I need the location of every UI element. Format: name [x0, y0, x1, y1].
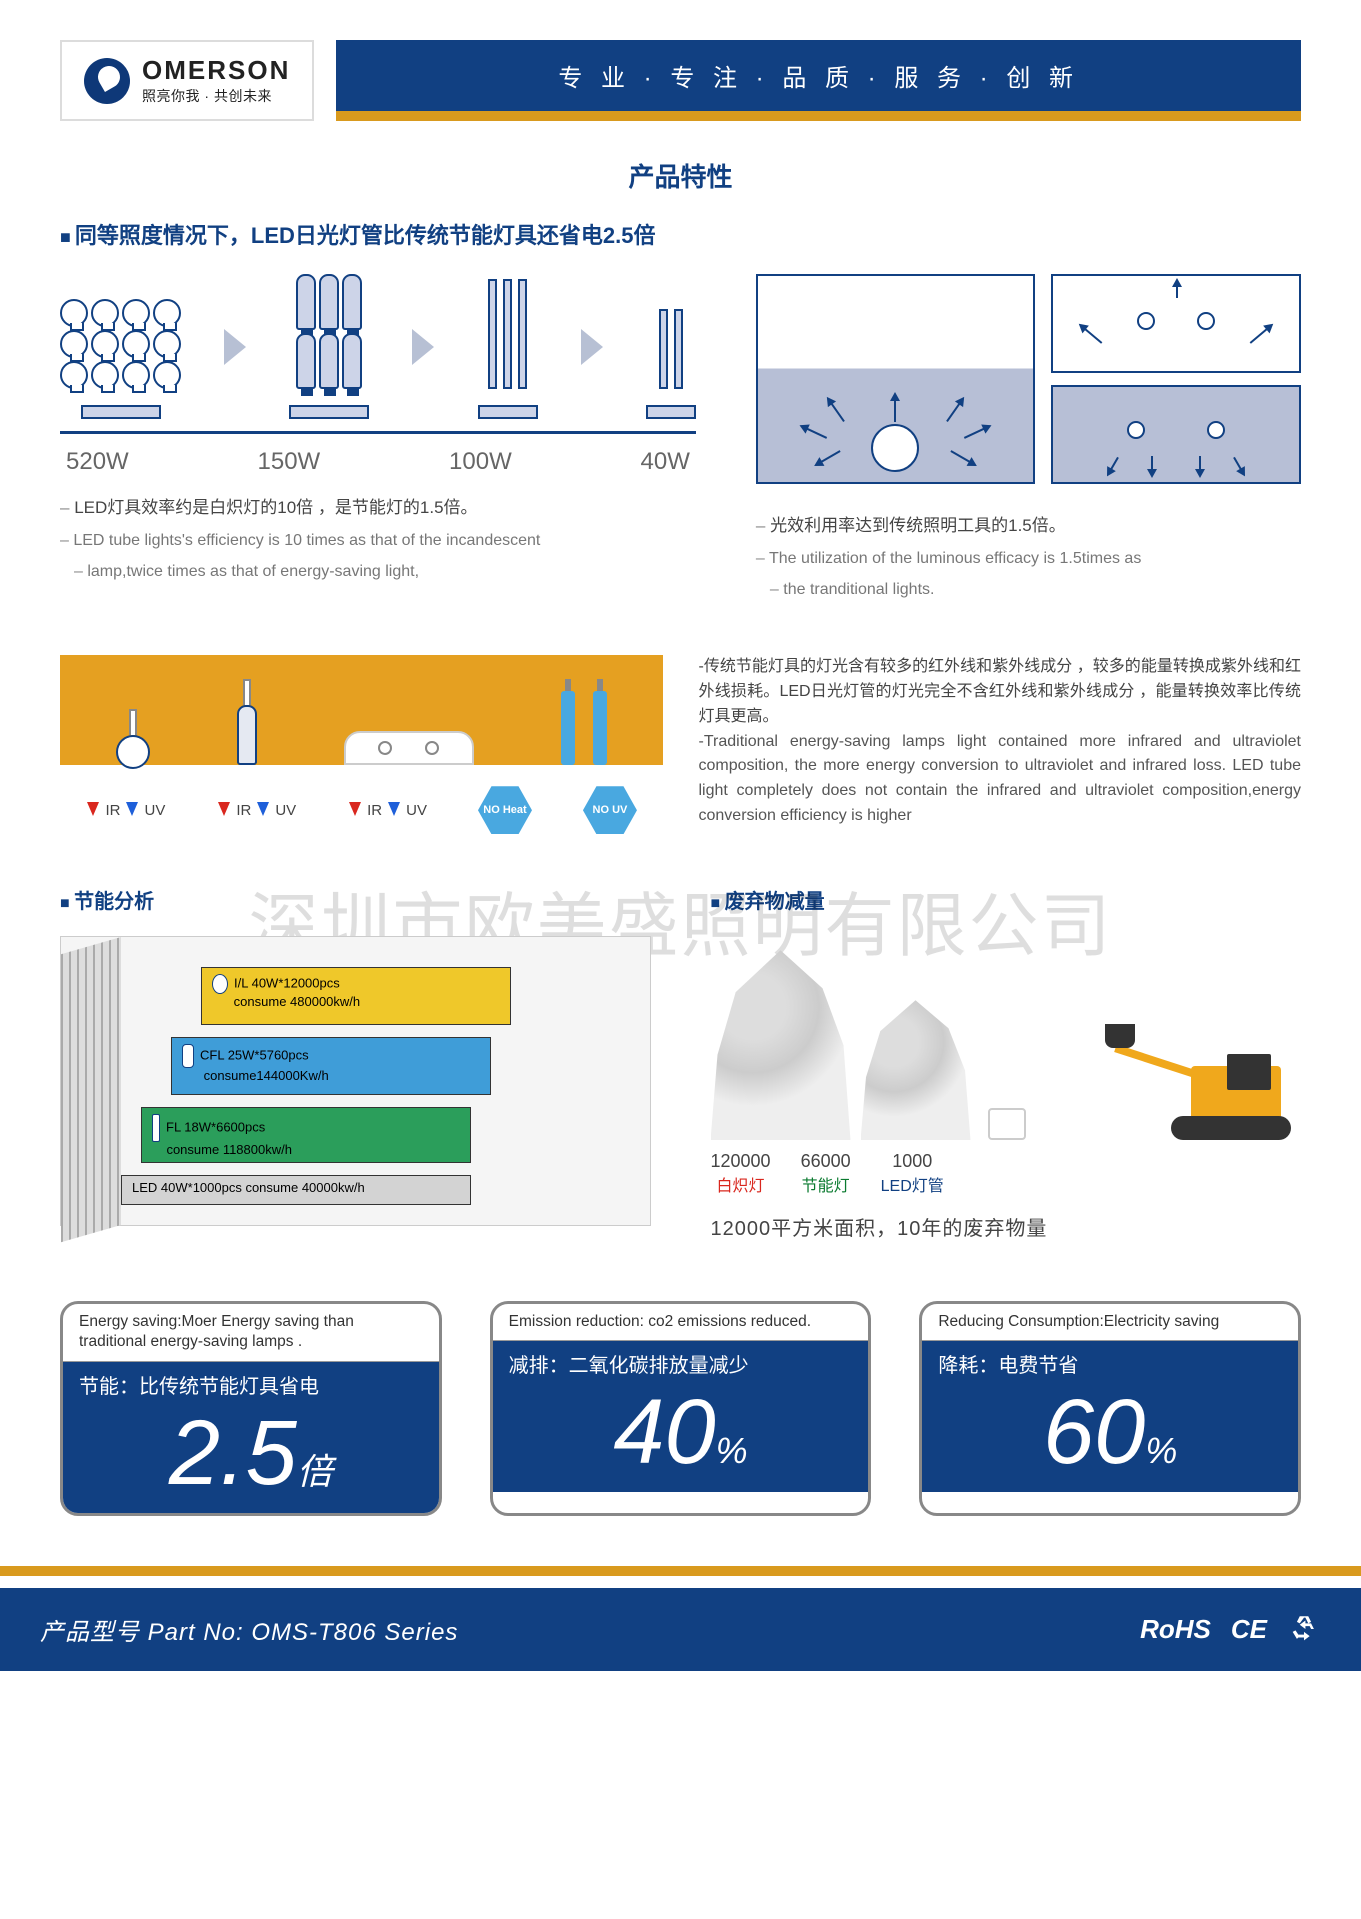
iruv-cn: -传统节能灯具的灯光含有较多的红外线和紫外线成分 ，较多的能量转换成紫外线和红外…: [699, 655, 1302, 729]
waste-caption: 12000平方米面积，10年的废弃物量: [711, 1212, 1302, 1241]
lamp-comparison-diagram: [60, 274, 696, 434]
watt-40: 40W: [641, 448, 690, 476]
stat1-cn: 节能：比传统节能灯具省电: [63, 1362, 439, 1407]
left-bullets: LED灯具效率约是白炽灯的10倍 ，是节能灯的1.5倍。 LED tube li…: [60, 494, 696, 585]
no-uv-badge: NO UV: [583, 786, 637, 834]
logo-box: OMERSON 照亮你我 · 共创未来: [60, 40, 314, 121]
section1-heading: 同等照度情况下，LED日光灯管比传统节能灯具还省电2.5倍: [60, 218, 1301, 250]
no-heat-badge: NO Heat: [478, 786, 532, 834]
bar-led: LED 40W*1000pcs consume 40000kw/h: [121, 1175, 471, 1205]
stat-consumption: Reducing Consumption:Electricity saving …: [919, 1301, 1301, 1515]
bar-il: I/L 40W*12000pcs consume 480000kw/h: [201, 967, 511, 1025]
stat-energy-saving: Energy saving:Moer Energy saving than tr…: [60, 1301, 442, 1515]
logo-text: OMERSON 照亮你我 · 共创未来: [142, 55, 290, 106]
stat-cards: Energy saving:Moer Energy saving than tr…: [60, 1301, 1301, 1515]
ir-uv-text: -传统节能灯具的灯光含有较多的红外线和紫外线成分 ，较多的能量转换成紫外线和红外…: [699, 655, 1302, 829]
bar-cfl: CFL 25W*5760pcs consume144000Kw/h: [171, 1037, 491, 1095]
waste-diagram: 120000白炽灯 66000节能灯 1000LED灯管: [711, 936, 1302, 1196]
stat3-num: 60: [1043, 1381, 1145, 1483]
ce-label: CE: [1231, 1614, 1267, 1645]
bullet-en1: LED tube lights's efficiency is 10 times…: [60, 527, 696, 554]
iruv-en: -Traditional energy-saving lamps light c…: [699, 730, 1302, 829]
stat2-cn: 减排：二氧化碳排放量减少: [493, 1341, 869, 1386]
page-title: 产品特性: [60, 157, 1301, 194]
bullet-en-r1: The utilization of the luminous efficacy…: [756, 545, 1301, 572]
stat3-en: Reducing Consumption:Electricity saving: [922, 1304, 1298, 1341]
stat3-unit: %: [1145, 1430, 1177, 1471]
rohs-label: RoHS: [1140, 1614, 1211, 1645]
right-bullets: 光效利用率达到传统照明工具的1.5倍。 The utilization of t…: [756, 512, 1301, 603]
stat2-unit: %: [716, 1430, 748, 1471]
bar-fl: FL 18W*6600pcs consume 118800kw/h: [141, 1107, 471, 1163]
header-banner: 专 业 · 专 注 · 品 质 · 服 务 · 创 新: [336, 40, 1301, 111]
stat2-en: Emission reduction: co2 emissions reduce…: [493, 1304, 869, 1341]
footer-gold-line: [0, 1566, 1361, 1576]
energy-heading: 节能分析: [60, 885, 651, 914]
stat-emission: Emission reduction: co2 emissions reduce…: [490, 1301, 872, 1515]
watt-100: 100W: [449, 448, 512, 476]
waste-heading: 废弃物减量: [711, 885, 1302, 914]
energy-3d-chart: I/L 40W*12000pcs consume 480000kw/h CFL …: [60, 936, 651, 1226]
bullet-cn: LED灯具效率约是白炽灯的10倍 ，是节能灯的1.5倍。: [60, 494, 696, 523]
brand-tagline: 照亮你我 · 共创未来: [142, 86, 290, 106]
bullet-en-r2: the tranditional lights.: [770, 576, 1301, 603]
stat3-cn: 降耗：电费节省: [922, 1341, 1298, 1386]
gold-divider: [336, 111, 1301, 121]
beam-diagram: [756, 274, 1301, 484]
bullet-cn-r: 光效利用率达到传统照明工具的1.5倍。: [756, 512, 1301, 541]
stat2-num: 40: [613, 1381, 715, 1483]
logo-icon: [84, 58, 130, 104]
part-number: 产品型号 Part No: OMS-T806 Series: [40, 1612, 458, 1647]
recycle-icon: [1287, 1612, 1321, 1646]
ir-uv-diagram: IRUV IRUV IRUV NO Heat NO UV: [60, 655, 663, 855]
stat1-num: 2.5: [169, 1402, 297, 1504]
page-footer: 产品型号 Part No: OMS-T806 Series RoHS CE: [0, 1588, 1361, 1671]
watt-150: 150W: [258, 448, 321, 476]
page-header: OMERSON 照亮你我 · 共创未来 专 业 · 专 注 · 品 质 · 服 …: [60, 40, 1301, 121]
stat1-en: Energy saving:Moer Energy saving than tr…: [63, 1304, 439, 1361]
excavator-icon: [1111, 1000, 1301, 1140]
wattage-labels: 520W 150W 100W 40W: [60, 448, 696, 476]
watt-520: 520W: [66, 448, 129, 476]
bullet-en2: lamp,twice times as that of energy-savin…: [74, 558, 696, 585]
brand-name: OMERSON: [142, 55, 290, 86]
stat1-unit: 倍: [297, 1451, 333, 1492]
